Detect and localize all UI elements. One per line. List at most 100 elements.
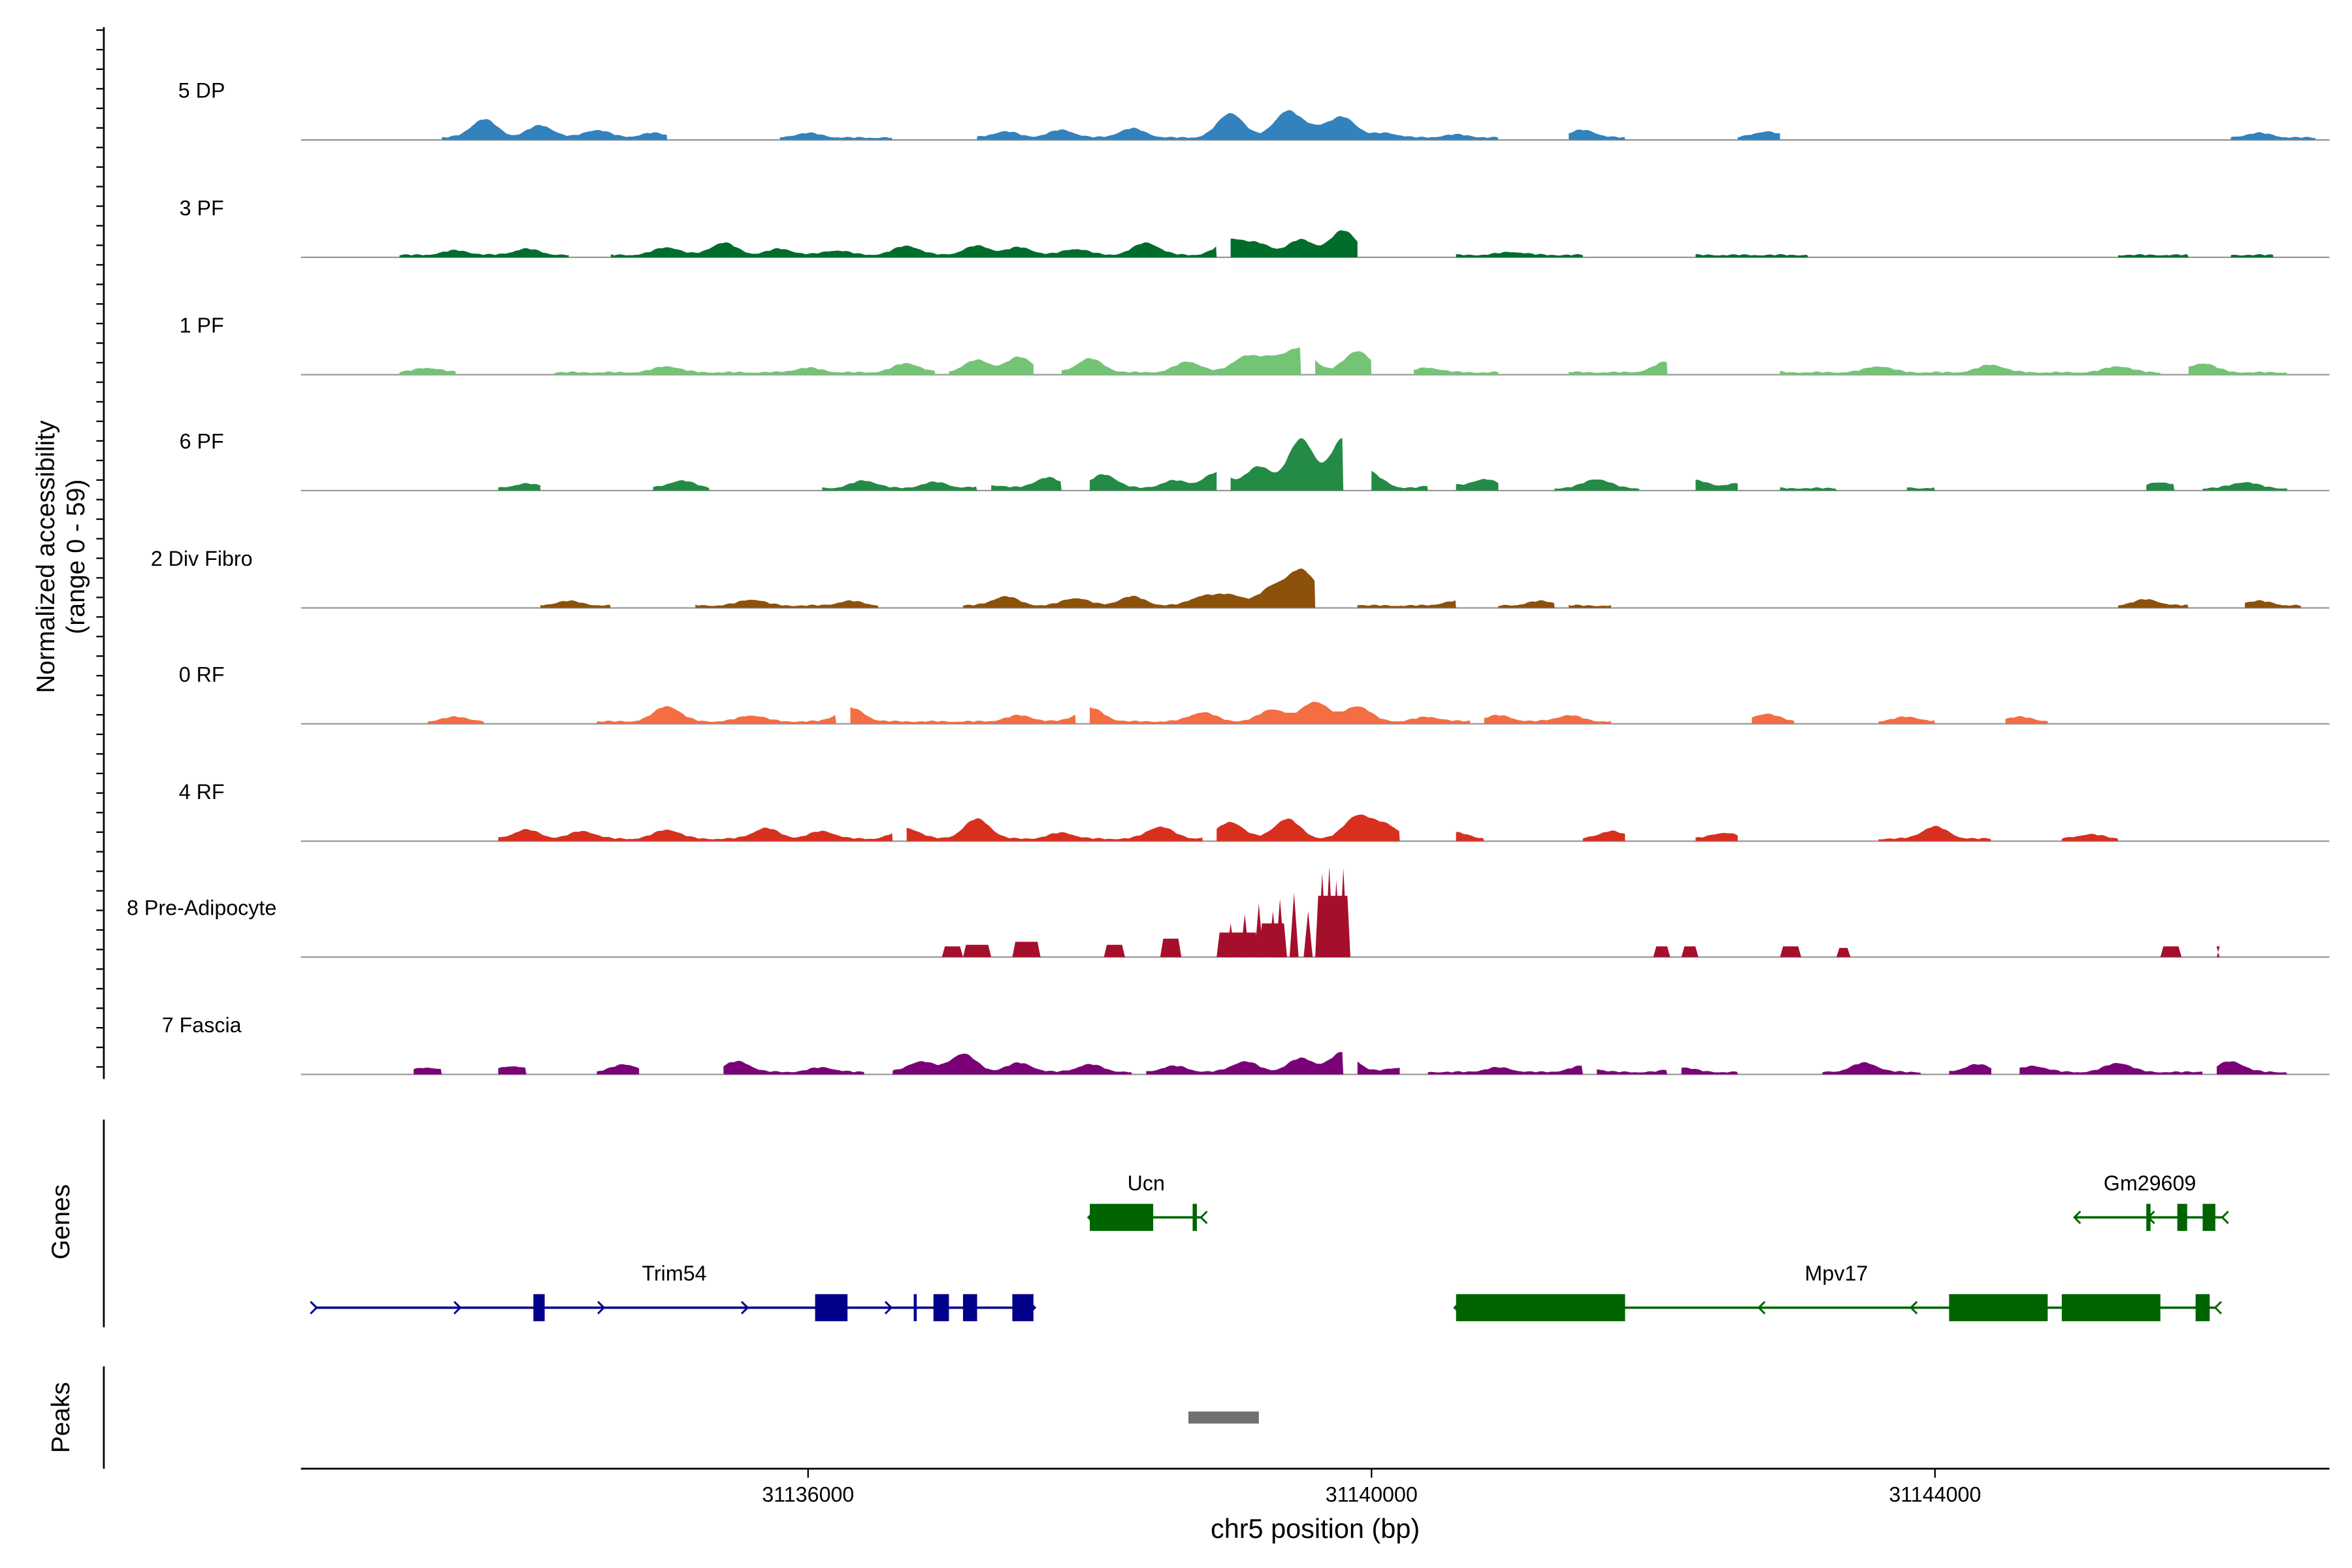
track-area [2230,254,2274,257]
track-area [779,132,893,140]
track-1-pf: 1 PF [180,314,2330,376]
track-area [1695,254,1808,257]
track-area [1357,1061,1400,1075]
track-area [1456,479,1499,491]
track-area [2061,834,2119,841]
gene-exon [533,1294,545,1322]
track-area [1569,361,1668,375]
x-axis-label: chr5 position (bp) [1211,1513,1420,1544]
track-spike [1226,923,1235,957]
track-block [2216,946,2220,957]
strand-arrow [453,1301,462,1315]
track-block [1780,946,1801,957]
track-area [1695,832,1738,841]
gene-exon [913,1294,917,1322]
track-area [1949,1064,1991,1075]
track-block [1012,941,1041,957]
strand-arrow [884,1301,893,1315]
gene-label: Ucn [1128,1171,1165,1195]
track-area [2005,715,2048,724]
track-area [949,356,1034,375]
gene-exon [933,1294,949,1322]
track-area [892,1053,1132,1075]
track-block [2160,946,2182,957]
track-area [822,480,977,491]
track-area [1569,604,1611,608]
track-area [596,1064,640,1075]
gene-exon [963,1294,977,1322]
track-area [1315,351,1372,375]
x-tick-label: 31144000 [1889,1483,1981,1507]
y-axis-label-line2: (range 0 - 59) [62,480,90,634]
track-area [1681,1067,1738,1075]
track-area [498,827,893,841]
gene-exon [2202,1203,2215,1232]
peaks-label: Peaks [47,1382,75,1453]
track-label: 6 PF [180,429,224,453]
genes-label: Genes [47,1184,75,1260]
track-spike [1254,903,1264,957]
gene-label: Gm29609 [2104,1171,2197,1195]
track-area [2019,1063,2203,1075]
gene-trim54: Trim54 [310,1262,1037,1322]
track-label: 8 Pre-Adipocyte [127,896,276,919]
track-block [941,946,964,957]
gene-exon [2061,1294,2161,1322]
track-area [2118,599,2189,608]
track-area [1413,367,1499,375]
track-area [554,363,936,375]
track-spike [1289,892,1299,957]
track-label: 7 Fascia [162,1013,242,1037]
gene-exon [1012,1294,1034,1322]
y-axis-label-line1: Normalized accessibility [32,420,60,693]
track-area [596,706,836,724]
track-area [1090,472,1217,491]
track-6-pf: 6 PF [180,429,2330,492]
track-area [1780,487,1837,491]
track-8-pre-adipocyte: 8 Pre-Adipocyte [127,866,2330,958]
track-area [1230,438,1344,491]
track-area [1090,702,1471,724]
gene-gm29609: Gm29609 [2072,1171,2229,1232]
strand-arrow [1028,1301,1037,1315]
track-area [399,248,569,257]
track-spike [1317,873,1327,957]
track-spike [1331,880,1341,957]
strand-arrow [2147,1211,2155,1224]
track-area [2245,600,2302,608]
strand-arrow [2213,1301,2222,1315]
track-label: 5 DP [178,79,225,103]
track-area [1582,830,1625,841]
track-spike [1339,868,1348,957]
track-area [991,477,1062,491]
strand-arrow [1909,1301,1918,1315]
gene-label: Trim54 [642,1262,706,1285]
track-area [1456,252,1583,257]
track-area [498,483,541,491]
track-area [1146,1052,1344,1075]
track-area [1878,716,1935,724]
strand-arrow [2072,1211,2082,1224]
track-area [1456,832,1484,841]
track-area [723,1060,864,1075]
gene-ucn: Ucn [1086,1171,1208,1232]
x-tick-label: 31136000 [762,1483,854,1507]
track-area [1737,131,1780,140]
track-area [2146,482,2175,491]
track-area [2230,132,2315,140]
track-5-dp: 5 DP [178,79,2330,141]
track-0-rf: 0 RF [179,662,2330,725]
track-block [1217,932,1259,957]
track-area [1780,365,2161,375]
gene-exon [815,1294,848,1322]
track-area [1906,487,1935,491]
gene-exon [2177,1203,2187,1232]
gene-label: Mpv17 [1805,1262,1868,1285]
strand-arrow [2221,1211,2229,1224]
track-area [2118,254,2189,257]
track-area [1217,814,1400,841]
track-label: 1 PF [180,314,224,337]
strand-arrow [597,1301,606,1315]
track-area [850,707,1076,724]
